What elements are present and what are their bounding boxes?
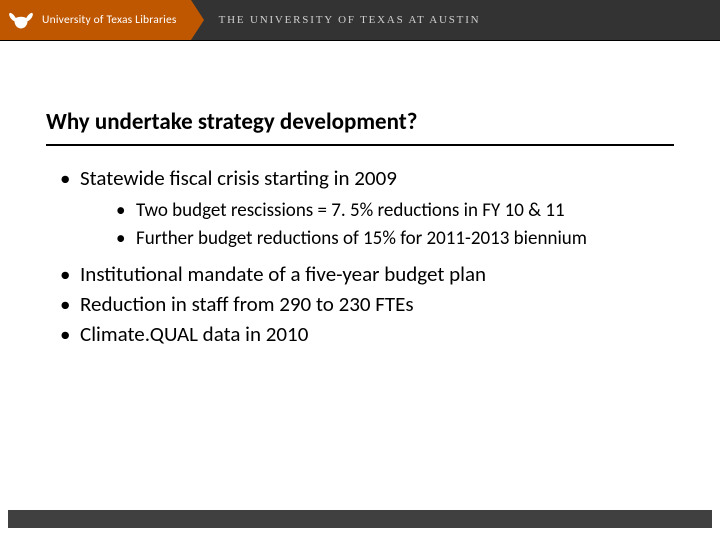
bullet-text: Reduction in staff from 290 to 230 FTEs: [80, 291, 414, 317]
bullet-item: Climate.QUAL data in 2010: [60, 320, 674, 348]
bullet-text: Institutional mandate of a five-year bud…: [80, 261, 486, 287]
slide-title: Why undertake strategy development?: [46, 108, 674, 146]
sub-bullet-text: Two budget rescissions = 7. 5% reduction…: [136, 199, 565, 222]
bullet-item: Statewide fiscal crisis starting in 2009…: [60, 164, 674, 252]
bullet-item: Institutional mandate of a five-year bud…: [60, 260, 674, 288]
bullet-text: Climate.QUAL data in 2010: [80, 321, 308, 347]
slide: University of Texas Libraries THE UNIVER…: [0, 0, 720, 540]
sub-bullet-item: Further budget reductions of 15% for 201…: [116, 226, 674, 252]
bullet-item: Reduction in staff from 290 to 230 FTEs: [60, 290, 674, 318]
logo-block: University of Texas Libraries: [0, 0, 191, 40]
sub-bullet-item: Two budget rescissions = 7. 5% reduction…: [116, 198, 674, 224]
header-bar: University of Texas Libraries THE UNIVER…: [0, 0, 720, 40]
logo-text: University of Texas Libraries: [42, 13, 177, 27]
sub-bullet-text: Further budget reductions of 15% for 201…: [136, 227, 587, 250]
bullet-text: Statewide fiscal crisis starting in 2009: [80, 165, 397, 191]
slide-content: Why undertake strategy development? Stat…: [46, 108, 674, 351]
university-name: THE UNIVERSITY OF TEXAS AT AUSTIN: [219, 14, 481, 26]
bullet-list: Statewide fiscal crisis starting in 2009…: [46, 164, 674, 349]
footer-bar: [8, 510, 712, 528]
header-rule: [0, 40, 720, 41]
sub-bullet-list: Two budget rescissions = 7. 5% reduction…: [80, 198, 674, 251]
longhorn-icon: [8, 9, 34, 31]
